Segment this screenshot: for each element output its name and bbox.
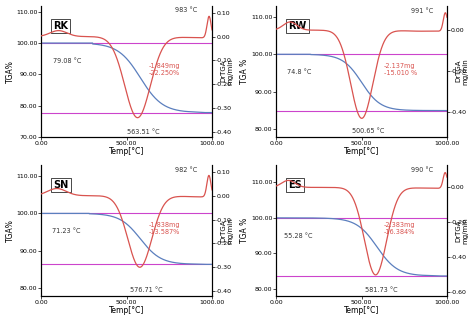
Text: 563.51 °C: 563.51 °C xyxy=(128,129,160,134)
Text: 581.73 °C: 581.73 °C xyxy=(365,287,398,293)
Text: -1.838mg
-13.587%: -1.838mg -13.587% xyxy=(149,222,181,235)
Text: 982 °C: 982 °C xyxy=(175,167,197,173)
Y-axis label: TGA %: TGA % xyxy=(240,58,249,84)
Text: -2.137mg
-15.010 %: -2.137mg -15.010 % xyxy=(384,63,417,76)
Text: 55.28 °C: 55.28 °C xyxy=(284,232,313,239)
X-axis label: Temp[°C]: Temp[°C] xyxy=(344,147,379,156)
Y-axis label: DrTGA
mg/min: DrTGA mg/min xyxy=(220,217,234,244)
Text: -1.849mg
-22.250%: -1.849mg -22.250% xyxy=(149,63,181,76)
Text: 71.23 °C: 71.23 °C xyxy=(52,228,81,234)
Text: 990 °C: 990 °C xyxy=(411,167,433,173)
Text: 576.71 °C: 576.71 °C xyxy=(129,287,162,293)
Y-axis label: DrTGA
mg/min: DrTGA mg/min xyxy=(456,58,468,84)
Y-axis label: TGA%: TGA% xyxy=(6,219,15,242)
X-axis label: Temp[°C]: Temp[°C] xyxy=(344,307,379,316)
Y-axis label: TGA %: TGA % xyxy=(240,218,249,243)
Y-axis label: DrTGA
mg/min: DrTGA mg/min xyxy=(456,217,468,244)
Text: -2.383mg
-16.384%: -2.383mg -16.384% xyxy=(384,222,415,235)
X-axis label: Temp[°C]: Temp[°C] xyxy=(109,307,145,316)
Text: 983 °C: 983 °C xyxy=(175,7,197,13)
Y-axis label: DrTGA
mg/min: DrTGA mg/min xyxy=(220,58,234,84)
Text: 74.8 °C: 74.8 °C xyxy=(287,69,312,75)
Text: SN: SN xyxy=(54,180,69,190)
Text: 79.08 °C: 79.08 °C xyxy=(53,58,82,64)
Y-axis label: TGA%: TGA% xyxy=(6,60,15,82)
X-axis label: Temp[°C]: Temp[°C] xyxy=(109,147,145,156)
Text: 500.65 °C: 500.65 °C xyxy=(352,128,384,134)
Text: RW: RW xyxy=(288,21,307,31)
Text: ES: ES xyxy=(288,180,302,190)
Text: 991 °C: 991 °C xyxy=(411,8,434,14)
Text: RK: RK xyxy=(54,21,68,31)
